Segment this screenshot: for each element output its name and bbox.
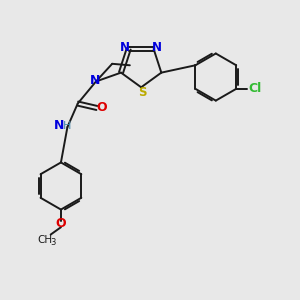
Text: O: O xyxy=(97,101,107,115)
Text: N: N xyxy=(54,119,64,132)
Text: Cl: Cl xyxy=(248,82,261,95)
Text: N: N xyxy=(152,41,162,54)
Text: 3: 3 xyxy=(50,238,56,247)
Text: N: N xyxy=(120,41,130,54)
Text: CH: CH xyxy=(37,236,52,245)
Text: N: N xyxy=(90,74,100,87)
Text: H: H xyxy=(63,121,71,130)
Text: O: O xyxy=(56,217,66,230)
Text: S: S xyxy=(138,86,147,99)
